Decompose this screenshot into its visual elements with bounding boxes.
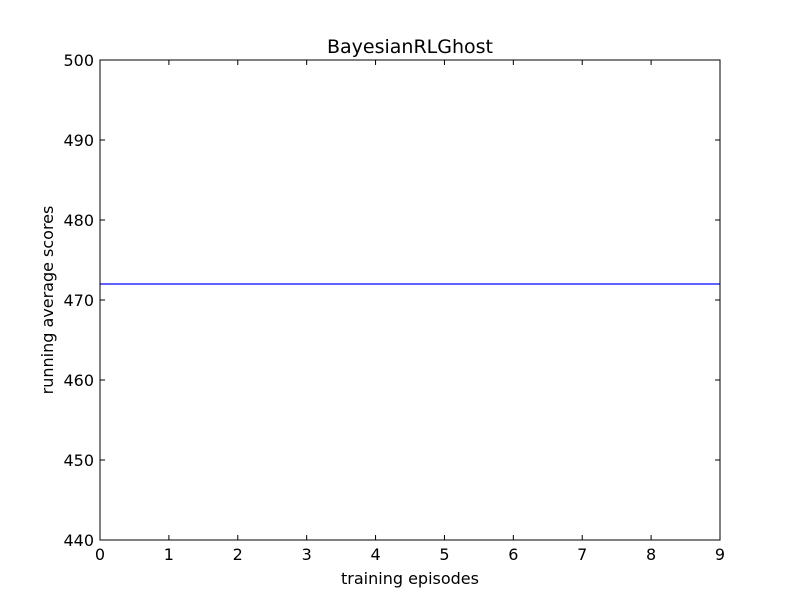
y-tick-label: 480 (63, 211, 94, 230)
y-tick-label: 440 (63, 531, 94, 550)
plot-frame (99, 59, 721, 541)
y-axis-label: running average scores (38, 206, 57, 395)
x-tick-label: 4 (370, 545, 380, 564)
y-tick-label: 450 (63, 451, 94, 470)
x-tick-label: 5 (439, 545, 449, 564)
x-tick-label: 1 (164, 545, 174, 564)
y-tick-label: 500 (63, 51, 94, 70)
y-tick-label: 460 (63, 371, 94, 390)
x-tick-label: 2 (233, 545, 243, 564)
y-tick-label: 490 (63, 131, 94, 150)
chart-title: BayesianRLGhost (327, 36, 493, 58)
x-tick-label: 3 (302, 545, 312, 564)
x-tick-label: 9 (715, 545, 725, 564)
x-tick-label: 6 (508, 545, 518, 564)
x-axis-label: training episodes (341, 569, 479, 588)
x-tick-label: 8 (646, 545, 656, 564)
x-tick-label: 7 (577, 545, 587, 564)
x-tick-label: 0 (95, 545, 105, 564)
y-tick-label: 470 (63, 291, 94, 310)
x-axis: 0 1 2 3 4 5 6 7 8 9 (95, 60, 725, 564)
y-axis: 440 450 460 470 480 490 500 (63, 51, 720, 550)
